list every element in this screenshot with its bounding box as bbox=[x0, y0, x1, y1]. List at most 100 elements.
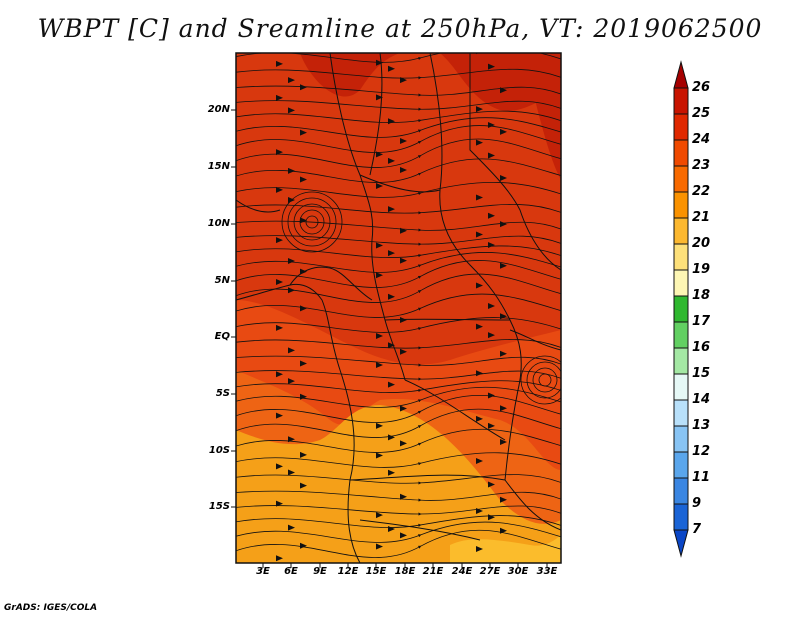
streamline-arrow bbox=[376, 242, 383, 249]
streamline-arrow bbox=[400, 493, 407, 500]
streamline-arrow bbox=[400, 77, 407, 84]
streamline-arrow bbox=[476, 194, 483, 201]
streamline-arrow bbox=[488, 121, 495, 128]
streamline-arrow bbox=[376, 94, 383, 101]
streamline-arrow bbox=[388, 118, 395, 125]
streamline-arrow bbox=[300, 451, 307, 458]
streamline-arrow bbox=[376, 332, 383, 339]
streamline bbox=[236, 474, 561, 485]
streamline-arrow bbox=[300, 84, 307, 91]
streamline bbox=[236, 125, 561, 153]
streamline-arrow bbox=[500, 175, 507, 182]
streamline-arrow bbox=[288, 347, 295, 354]
streamline-arrow bbox=[288, 77, 295, 84]
streamline-arrow bbox=[400, 137, 407, 144]
streamline-arrow bbox=[500, 438, 507, 445]
streamline-arrow bbox=[388, 157, 395, 164]
streamline bbox=[236, 158, 561, 183]
streamline bbox=[236, 380, 561, 393]
lat-label: 15N bbox=[207, 161, 230, 172]
streamline-arrow bbox=[400, 440, 407, 447]
streamline-arrow bbox=[300, 542, 307, 549]
colorbar-swatch bbox=[673, 165, 689, 193]
streamline-arrow bbox=[488, 152, 495, 159]
colorbar-swatch bbox=[673, 269, 689, 297]
streamline bbox=[236, 490, 561, 502]
streamline-vortex bbox=[305, 215, 319, 229]
streamline-arrow bbox=[388, 381, 395, 388]
streamline-arrow bbox=[500, 128, 507, 135]
streamline-arrow bbox=[276, 463, 283, 470]
streamline-arrow bbox=[300, 129, 307, 136]
streamline bbox=[236, 370, 561, 381]
streamline bbox=[236, 68, 561, 80]
streamline-arrow bbox=[476, 415, 483, 422]
streamline-arrow bbox=[276, 237, 283, 244]
streamline-arrow bbox=[388, 526, 395, 533]
streamline-arrow bbox=[476, 106, 483, 113]
lat-label: 20N bbox=[207, 104, 230, 115]
colorbar-label: 20 bbox=[692, 236, 711, 251]
colorbar-label: 26 bbox=[692, 80, 711, 95]
streamline-arrow bbox=[476, 231, 483, 238]
streamline-arrow bbox=[276, 371, 283, 378]
colorbar-swatch bbox=[673, 451, 689, 479]
streamline-arrow bbox=[276, 278, 283, 285]
streamline-arrow bbox=[400, 348, 407, 355]
streamline-arrow bbox=[376, 452, 383, 459]
lon-label: 30E bbox=[507, 566, 529, 577]
streamline-arrow bbox=[400, 167, 407, 174]
streamline bbox=[236, 293, 561, 318]
streamline-arrow bbox=[476, 545, 483, 552]
streamline-arrow bbox=[276, 186, 283, 193]
streamline bbox=[236, 245, 561, 258]
streamline bbox=[236, 355, 561, 367]
colorbar-swatch bbox=[673, 295, 689, 323]
colorbar-top-arrow bbox=[673, 60, 689, 89]
streamline-arrow bbox=[488, 332, 495, 339]
streamline-arrow bbox=[276, 412, 283, 419]
colorbar-swatch bbox=[673, 347, 689, 375]
streamline bbox=[236, 203, 561, 215]
streamline-arrow bbox=[300, 360, 307, 367]
streamline bbox=[236, 181, 561, 198]
colorbar-label: 21 bbox=[692, 210, 711, 225]
streamline-arrow bbox=[276, 149, 283, 156]
colorbar-swatch bbox=[673, 425, 689, 453]
streamline-arrow bbox=[288, 287, 295, 294]
streamline bbox=[236, 85, 561, 97]
streamline bbox=[236, 452, 561, 468]
credit-text: GrADS: IGES/COLA bbox=[4, 603, 98, 613]
streamline-arrow bbox=[476, 139, 483, 146]
streamline-vortex bbox=[520, 355, 561, 405]
colorbar-label: 13 bbox=[692, 418, 711, 433]
streamline-arrow bbox=[388, 206, 395, 213]
streamline-vortex bbox=[526, 361, 561, 399]
colorbar-label: 19 bbox=[692, 262, 711, 277]
lon-label: 27E bbox=[479, 566, 501, 577]
streamline bbox=[236, 505, 561, 516]
streamline-arrow bbox=[476, 323, 483, 330]
streamline bbox=[236, 252, 561, 273]
streamline-arrow bbox=[400, 405, 407, 412]
colorbar-label: 12 bbox=[692, 444, 711, 459]
streamline bbox=[236, 386, 561, 408]
map-title: WBPT [C] and Sreamline at 250hPa, VT: 20… bbox=[37, 14, 763, 43]
colorbar-label: 7 bbox=[692, 522, 702, 537]
streamline-arrow bbox=[276, 324, 283, 331]
streamline bbox=[236, 235, 561, 246]
colorbar-swatch bbox=[673, 217, 689, 245]
streamline-arrow bbox=[388, 434, 395, 441]
streamline bbox=[236, 317, 561, 333]
streamline-arrow bbox=[300, 393, 307, 400]
colorbar-swatch bbox=[673, 477, 689, 505]
streamline-arrow bbox=[488, 242, 495, 249]
colorbar-bottom-arrow bbox=[673, 529, 689, 558]
streamline-arrow bbox=[488, 63, 495, 70]
streamline bbox=[236, 260, 561, 288]
lon-label: 24E bbox=[451, 566, 473, 577]
lon-label: 12E bbox=[337, 566, 359, 577]
streamline-arrow bbox=[376, 512, 383, 519]
colorbar-swatch bbox=[673, 399, 689, 427]
